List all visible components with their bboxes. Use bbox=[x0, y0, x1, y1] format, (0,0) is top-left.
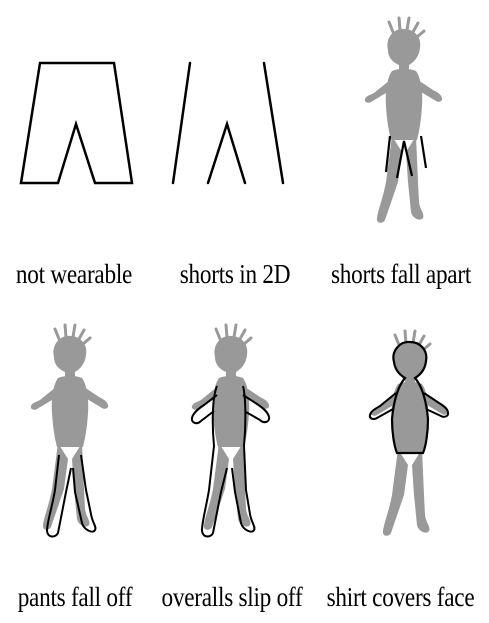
caption-overalls-slip-off: overalls slip off bbox=[161, 582, 303, 612]
overalls-slip-off-drawing bbox=[190, 323, 271, 538]
caption-shorts-fall-apart: shorts fall apart bbox=[330, 259, 472, 289]
pants-fall-off-drawing bbox=[29, 323, 110, 538]
caption-shirt-covers-face: shirt covers face bbox=[326, 582, 475, 612]
caption-not-wearable: not wearable bbox=[15, 259, 133, 289]
shirt-covers-face-drawing bbox=[368, 329, 450, 538]
shorts-2d-drawing bbox=[171, 61, 285, 185]
shorts-fall-apart-drawing bbox=[363, 16, 444, 225]
caption-pants-fall-off: pants fall off bbox=[17, 582, 133, 612]
caption-shorts-2d: shorts in 2D bbox=[179, 259, 291, 289]
not-wearable-drawing bbox=[19, 61, 134, 185]
